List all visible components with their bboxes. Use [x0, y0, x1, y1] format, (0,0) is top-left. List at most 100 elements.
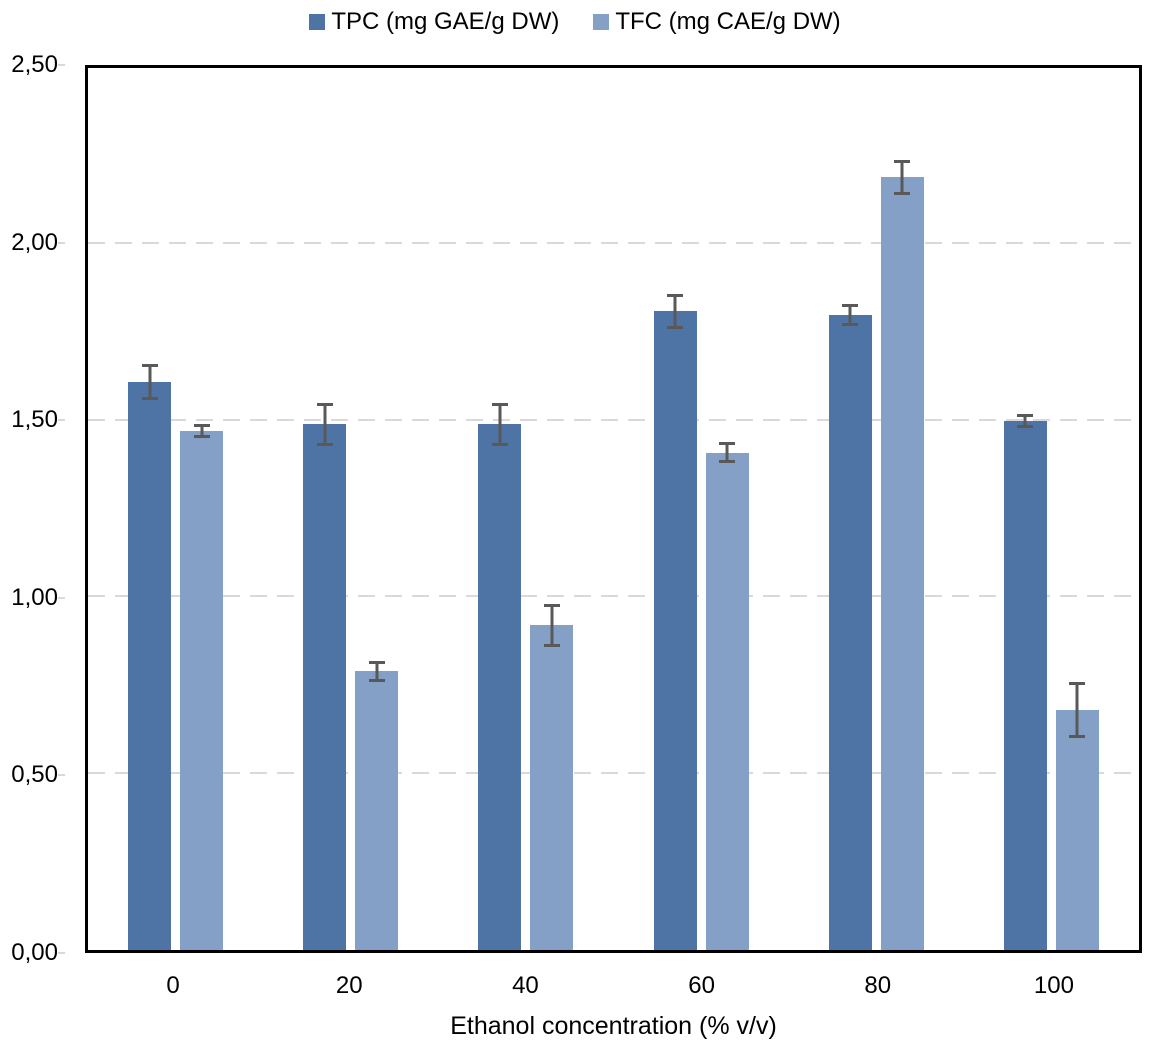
- error-bar-line: [148, 364, 152, 400]
- x-tick-label: 20: [335, 972, 363, 999]
- error-bar-tfc-40: [543, 604, 560, 647]
- y-tick-label: 1,50: [11, 406, 58, 434]
- error-bar-tpc-40: [491, 403, 508, 446]
- error-bar-line: [673, 293, 677, 330]
- bar-group-20: [263, 68, 438, 950]
- error-bar-tfc-80: [894, 159, 911, 196]
- error-bar-tpc-0: [141, 364, 158, 400]
- y-tick-mark: [58, 596, 65, 599]
- legend-label-tpc: TPC (mg GAE/g DW): [331, 8, 560, 35]
- error-bar-cap-bottom: [719, 460, 736, 464]
- y-axis: 0,00 0,50 1,00 1,50 2,00 2,50: [0, 51, 85, 966]
- error-bar-cap-bottom: [894, 192, 911, 196]
- bar-tfc-40: [530, 604, 574, 950]
- error-bar-cap-bottom: [491, 442, 508, 446]
- y-tick-label: 2,00: [11, 228, 58, 256]
- plot-area: [85, 65, 1142, 953]
- gridline: [88, 771, 1139, 774]
- error-bar-cap-bottom: [193, 435, 210, 439]
- bar-tfc-60: [705, 442, 749, 950]
- legend-item-tfc: TFC (mg CAE/g DW): [593, 8, 841, 36]
- error-bar-cap-bottom: [1069, 735, 1086, 739]
- x-tick-label: 60: [688, 972, 715, 999]
- bar-group-0: [88, 68, 263, 950]
- error-bar-line: [848, 304, 852, 326]
- error-bar-cap-top: [316, 403, 333, 407]
- error-bar-cap-bottom: [842, 322, 859, 326]
- legend-label-tfc: TFC (mg CAE/g DW): [615, 8, 841, 35]
- error-bar-cap-top: [842, 304, 859, 308]
- error-bar-line: [725, 442, 729, 464]
- error-bar-tpc-80: [842, 304, 859, 326]
- gridline: [88, 418, 1139, 421]
- error-bar-line: [375, 660, 379, 682]
- y-tick-label: 0,50: [11, 761, 58, 789]
- bar-tfc-20: [355, 660, 399, 950]
- bar-group-100: [964, 68, 1139, 950]
- x-tick-label: 0: [166, 972, 180, 999]
- bar-group-40: [438, 68, 613, 950]
- error-bar-tpc-60: [667, 293, 684, 330]
- bar-group-80: [789, 68, 964, 950]
- error-bar-cap-top: [667, 293, 684, 297]
- error-bar-tpc-20: [316, 403, 333, 446]
- error-bar-cap-top: [894, 159, 911, 163]
- bar-tpc-20: [303, 403, 347, 950]
- error-bar-cap-bottom: [141, 396, 158, 400]
- y-tick-mark: [58, 241, 65, 244]
- error-bar-cap-top: [1017, 413, 1034, 417]
- y-tick-label: 2,50: [11, 51, 58, 78]
- y-tick-mark: [58, 419, 65, 422]
- error-bar-line: [498, 403, 502, 446]
- legend-item-tpc: TPC (mg GAE/g DW): [309, 8, 559, 36]
- error-bar-tpc-100: [1017, 413, 1034, 428]
- error-bar-line: [550, 604, 554, 647]
- error-bar-cap-top: [719, 442, 736, 445]
- error-bar-cap-bottom: [1017, 424, 1034, 428]
- error-bar-tfc-0: [193, 424, 210, 439]
- bar-tpc-60: [653, 293, 697, 950]
- error-bar-cap-bottom: [543, 643, 560, 647]
- bar-group-60: [614, 68, 789, 950]
- error-bar-cap-top: [1069, 681, 1086, 685]
- error-bar-cap-top: [141, 364, 158, 368]
- legend-swatch-tpc-icon: [309, 14, 326, 30]
- error-bar-line: [1023, 413, 1027, 428]
- y-tick-mark: [58, 774, 65, 777]
- gridline: [88, 242, 1139, 245]
- error-bar-cap-bottom: [667, 326, 684, 330]
- bar-tpc-100: [1003, 413, 1047, 950]
- bar-tfc-100: [1055, 681, 1099, 950]
- error-bar-cap-top: [368, 660, 385, 664]
- x-tick-label: 100: [1033, 972, 1074, 999]
- x-tick-label: 40: [512, 972, 539, 999]
- chart-legend: TPC (mg GAE/g DW) TFC (mg CAE/g DW): [0, 8, 1150, 36]
- y-tick-label: 0,00: [11, 939, 58, 966]
- error-bar-line: [900, 159, 904, 196]
- error-bar-cap-bottom: [316, 442, 333, 446]
- error-bar-line: [323, 403, 327, 446]
- y-tick-mark: [58, 64, 65, 66]
- error-bar-cap-top: [193, 424, 210, 428]
- bar-tpc-80: [828, 304, 872, 950]
- y-tick-label: 1,00: [11, 583, 58, 611]
- legend-swatch-tfc-icon: [593, 14, 610, 30]
- bar-tpc-40: [478, 403, 522, 950]
- error-bar-cap-top: [491, 403, 508, 407]
- gridline: [88, 595, 1139, 598]
- x-axis-title: Ethanol concentration (% v/v): [450, 1012, 777, 1040]
- bar-tfc-80: [880, 159, 924, 950]
- x-tick-label: 80: [864, 972, 892, 999]
- error-bar-tfc-100: [1069, 681, 1086, 739]
- error-bar-tfc-60: [719, 442, 736, 464]
- bar-tpc-0: [128, 364, 172, 950]
- error-bar-line: [1075, 681, 1079, 739]
- error-bar-cap-top: [543, 604, 560, 608]
- error-bar-tfc-20: [368, 660, 385, 682]
- bar-tfc-0: [180, 424, 224, 950]
- y-tick-mark: [58, 952, 65, 954]
- error-bar-line: [200, 424, 204, 439]
- error-bar-cap-bottom: [368, 678, 385, 682]
- x-axis: 0 20 40 60 80 100: [85, 972, 1142, 1000]
